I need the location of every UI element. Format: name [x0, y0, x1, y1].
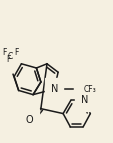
Text: O: O [26, 115, 33, 125]
Text: CF₃: CF₃ [82, 85, 95, 94]
Text: F: F [14, 48, 18, 57]
Text: C: C [8, 52, 13, 61]
Text: F: F [2, 48, 6, 57]
Text: N: N [50, 84, 57, 94]
Text: N: N [80, 95, 87, 105]
Text: F: F [6, 55, 11, 64]
